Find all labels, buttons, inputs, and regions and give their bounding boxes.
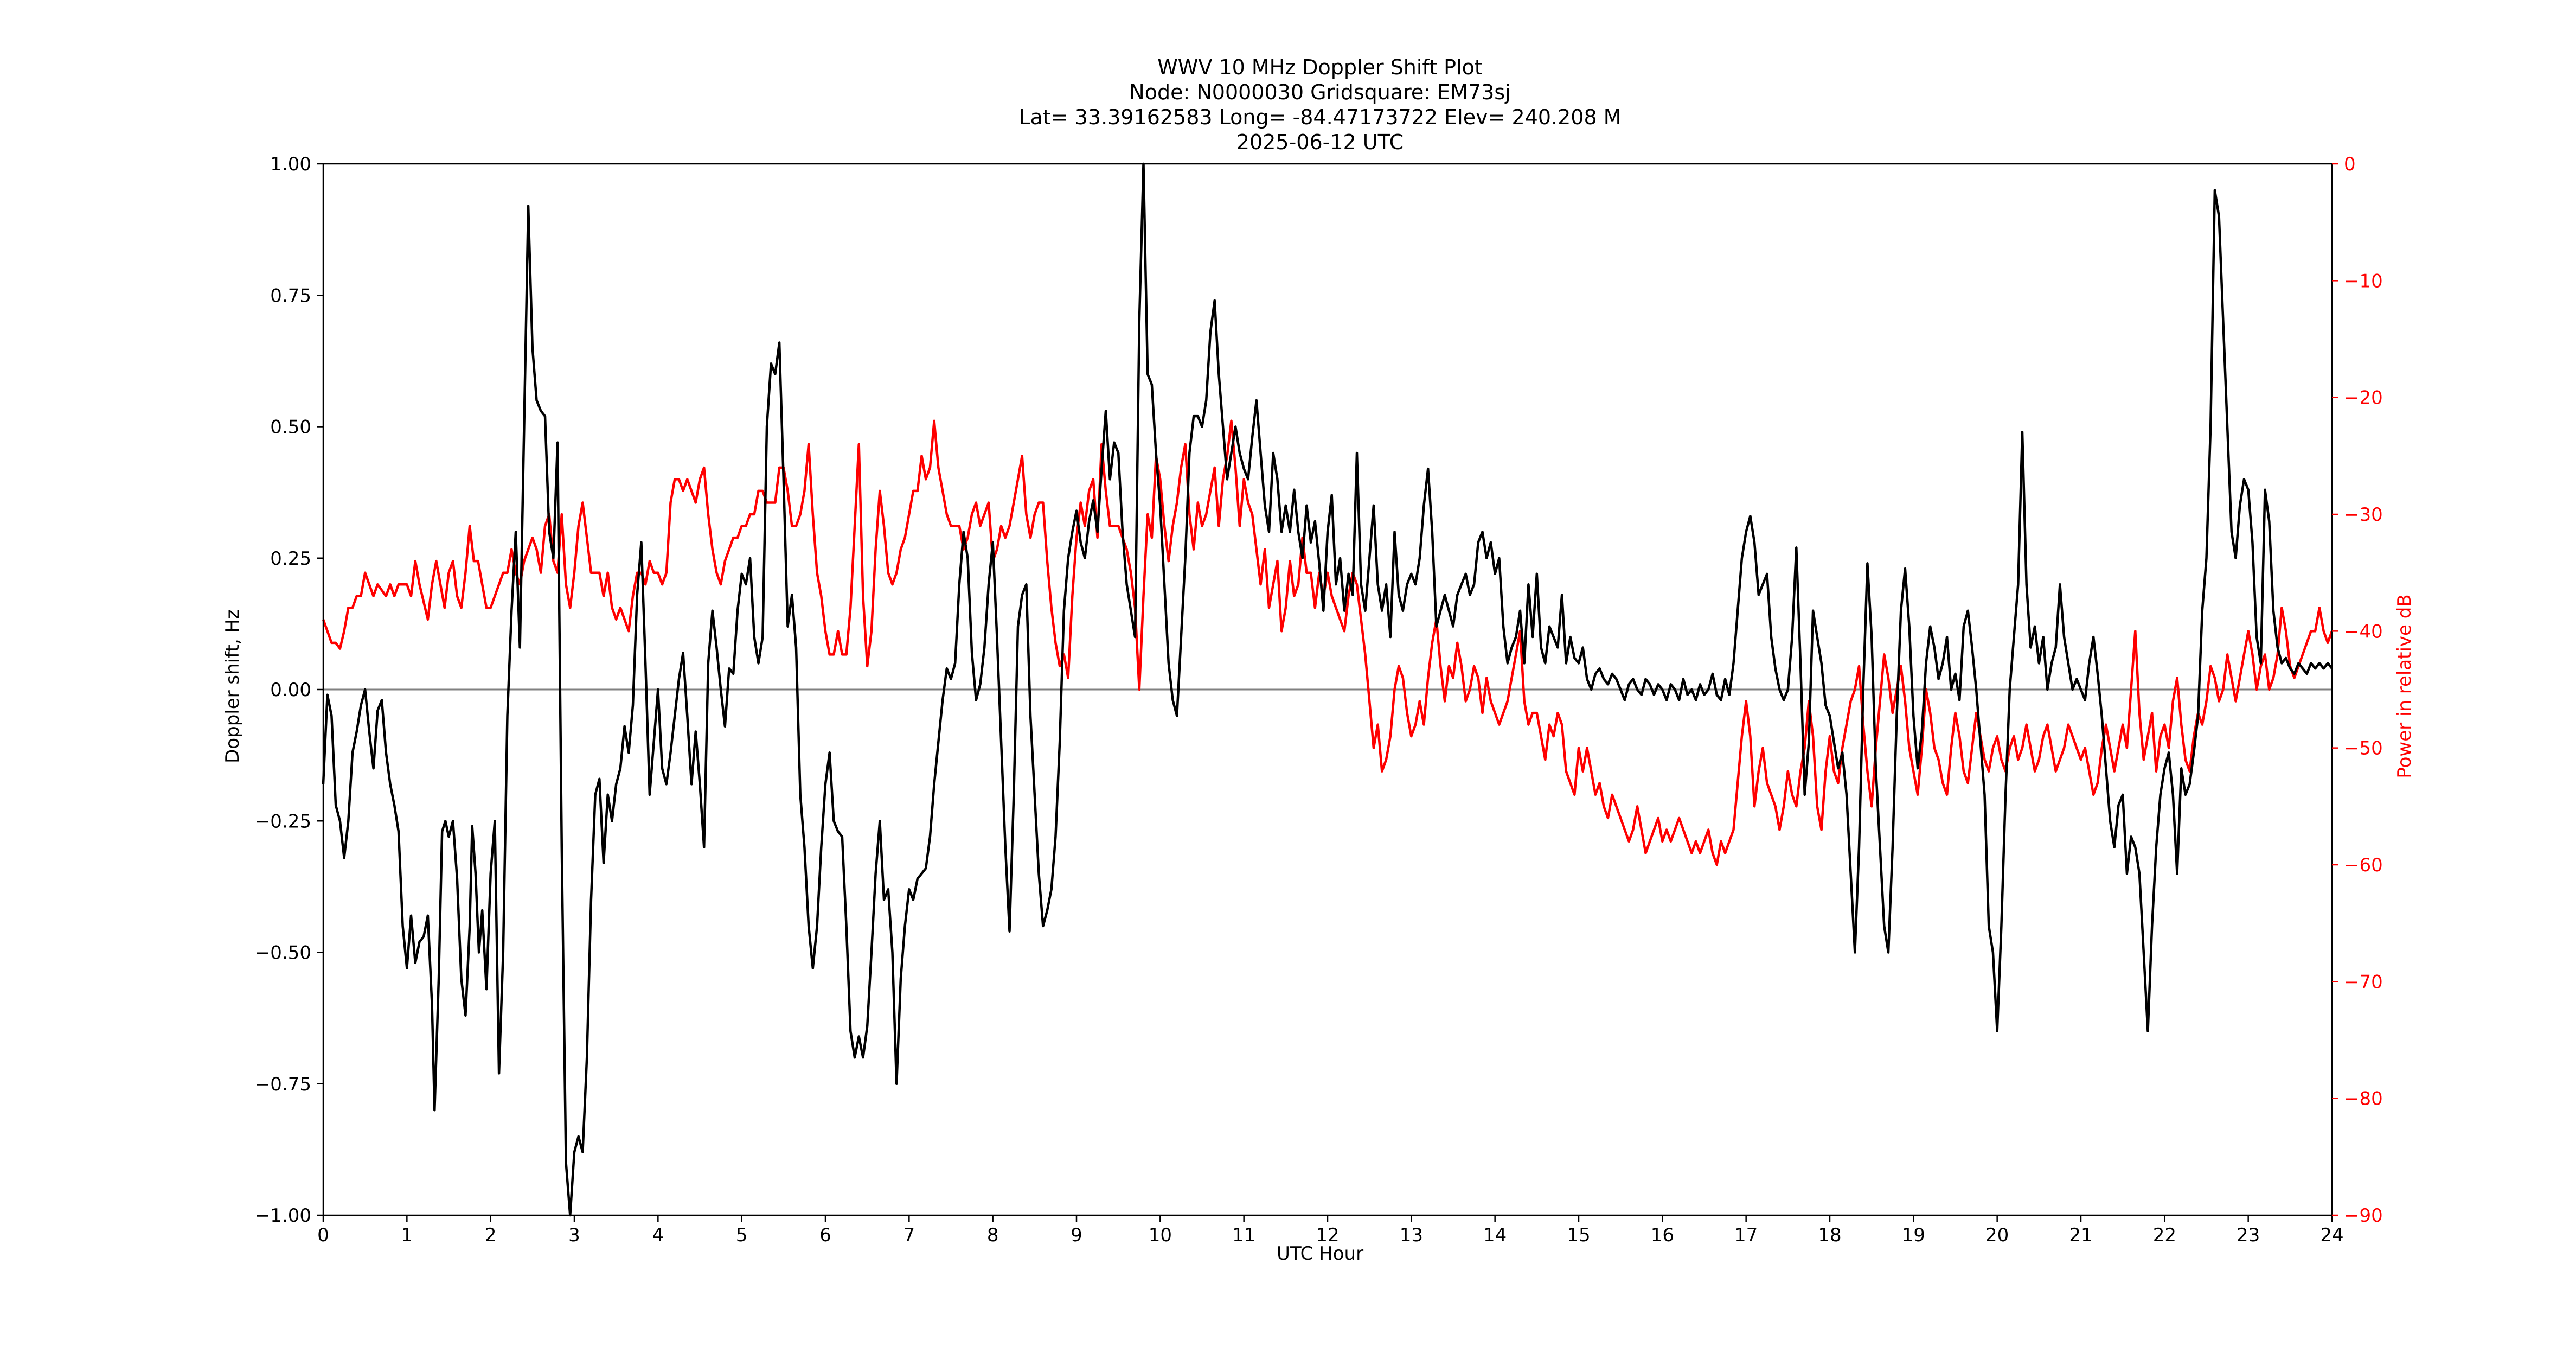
y-tick-label: 1.00 (270, 154, 311, 175)
x-tick-label: 16 (1651, 1224, 1674, 1246)
x-tick-label: 14 (1483, 1224, 1507, 1246)
y-tick-label: 0.00 (270, 679, 311, 701)
y2-tick-label: −90 (2344, 1205, 2383, 1227)
title-line-2: Node: N0000030 Gridsquare: EM73sj (1129, 80, 1510, 104)
y2-axis-ticks: −90 −80 −70 −60 −50 −40 −30 −20 −10 0 (2332, 154, 2383, 1227)
x-axis-label: UTC Hour (1277, 1243, 1363, 1265)
x-tick-label: 20 (1985, 1224, 2009, 1246)
x-tick-label: 24 (2320, 1224, 2343, 1246)
x-tick-label: 13 (1400, 1224, 1423, 1246)
y-tick-label: 0.50 (270, 417, 311, 438)
y-tick-label: −1.00 (255, 1205, 311, 1227)
doppler-series-line (322, 162, 2333, 1217)
x-tick-label: 0 (317, 1224, 329, 1246)
y2-tick-label: −80 (2344, 1088, 2383, 1110)
y2-tick-label: 0 (2344, 154, 2356, 175)
y2-tick-label: −20 (2344, 387, 2383, 409)
x-tick-label: 15 (1567, 1224, 1590, 1246)
x-tick-label: 9 (1071, 1224, 1082, 1246)
y-tick-label: −0.50 (255, 942, 311, 964)
x-tick-label: 21 (2069, 1224, 2092, 1246)
x-tick-label: 2 (485, 1224, 497, 1246)
title-line-4: 2025-06-12 UTC (1236, 130, 1404, 154)
y-tick-label: −0.75 (255, 1074, 311, 1095)
x-tick-label: 1 (401, 1224, 413, 1246)
x-tick-label: 11 (1232, 1224, 1255, 1246)
power-series-line (322, 419, 2334, 866)
x-tick-label: 18 (1818, 1224, 1841, 1246)
x-tick-label: 4 (652, 1224, 664, 1246)
y2-tick-label: −70 (2344, 971, 2383, 993)
x-tick-label: 22 (2153, 1224, 2176, 1246)
x-axis-ticks: 0 1 2 3 4 5 6 7 8 9 10 11 12 13 14 15 16 17 18 19 20 21 22 23 24 (317, 1215, 2344, 1246)
y2-axis-label: Power in relative dB (2394, 594, 2415, 778)
y-tick-label: 0.75 (270, 285, 311, 307)
y-tick-label: −0.25 (255, 811, 311, 832)
x-tick-label: 8 (987, 1224, 999, 1246)
title-line-1: WWV 10 MHz Doppler Shift Plot (1157, 55, 1483, 79)
x-tick-label: 23 (2237, 1224, 2260, 1246)
x-tick-label: 6 (819, 1224, 831, 1246)
y-tick-label: 0.25 (270, 548, 311, 570)
chart-title: WWV 10 MHz Doppler Shift Plot Node: N000… (1018, 55, 1621, 154)
x-tick-label: 19 (1902, 1224, 1925, 1246)
y2-tick-label: −30 (2344, 504, 2383, 526)
x-tick-label: 17 (1734, 1224, 1758, 1246)
title-line-3: Lat= 33.39162583 Long= -84.47173722 Elev… (1018, 105, 1621, 129)
y-axis-ticks: −1.00 −0.75 −0.50 −0.25 0.00 0.25 0.50 0.75 1.00 (255, 154, 323, 1227)
y2-tick-label: −40 (2344, 621, 2383, 642)
y2-tick-label: −60 (2344, 854, 2383, 876)
x-tick-label: 12 (1316, 1224, 1339, 1246)
y-axis-label: Doppler shift, Hz (222, 609, 243, 763)
y2-tick-label: −50 (2344, 738, 2383, 760)
x-tick-label: 5 (736, 1224, 748, 1246)
x-tick-label: 7 (903, 1224, 915, 1246)
x-tick-label: 3 (568, 1224, 580, 1246)
y2-tick-label: −10 (2344, 270, 2383, 292)
x-tick-label: 10 (1149, 1224, 1172, 1246)
